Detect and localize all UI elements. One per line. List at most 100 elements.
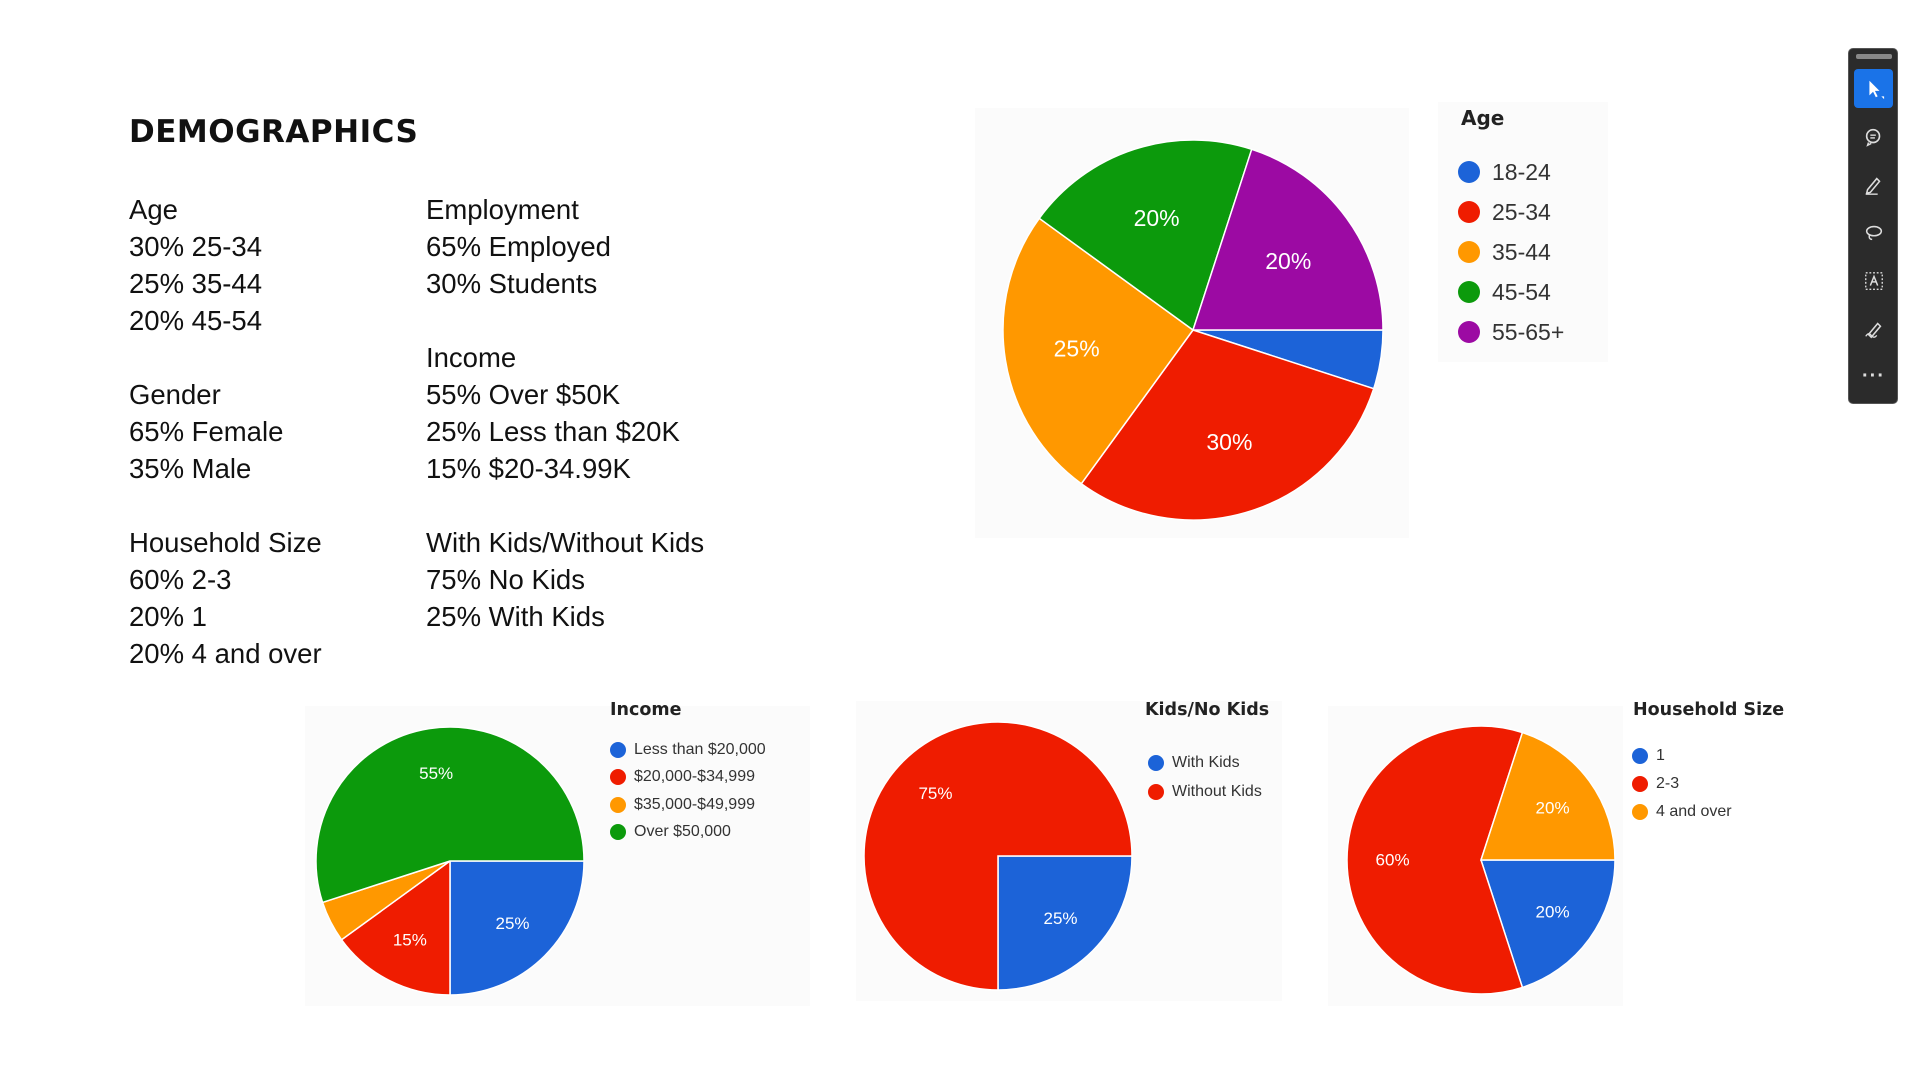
kids-slice-0 [997, 855, 1133, 991]
legend-color-dot [1458, 161, 1480, 183]
group-spacer [426, 302, 704, 339]
stat-line: 20% 4 and over [129, 638, 322, 669]
age-legend-item: 55-65+ [1458, 312, 1564, 352]
highlight-pen-icon[interactable] [1854, 165, 1893, 204]
age-slice-label-3: 20% [1134, 205, 1180, 231]
income-legend-title: Income [610, 700, 682, 720]
household-slice-1 [1346, 725, 1524, 995]
comment-icon[interactable] [1854, 117, 1893, 156]
kids-slice-label-1: 75% [918, 784, 952, 803]
stat-line: 65% Employed [426, 231, 611, 262]
age-slice-4 [1191, 148, 1384, 331]
age-legend-item: 18-24 [1458, 152, 1564, 192]
sign-icon[interactable] [1854, 309, 1893, 348]
stat-line: 20% 45-54 [129, 305, 263, 336]
annotation-toolbar: ··· [1848, 48, 1898, 404]
kids-legend-title: Kids/No Kids [1145, 700, 1270, 720]
kids-slice-label-0: 25% [1044, 909, 1078, 928]
income-legend-item: $35,000-$49,999 [610, 791, 766, 819]
stat-line: 60% 2-3 [129, 564, 232, 595]
select-pointer-icon[interactable] [1854, 69, 1893, 108]
section-heading: Age [129, 194, 178, 225]
kids-legend-item: With Kids [1148, 749, 1262, 778]
age-slice-1 [1080, 329, 1375, 521]
stat-line: 25% Less than $20K [426, 416, 680, 447]
legend-label: 1 [1656, 747, 1665, 764]
household-slice-0 [1479, 859, 1616, 989]
legend-label: $20,000-$34,999 [634, 768, 755, 786]
stat-line: 30% Students [426, 268, 598, 299]
kids-legend: With Kids Without Kids [1148, 749, 1262, 806]
income-legend-item: $20,000-$34,999 [610, 764, 766, 792]
legend-color-dot [1458, 321, 1480, 343]
kids-pie-chart: 25% 75% [863, 721, 1133, 991]
legend-color-dot [1632, 804, 1648, 820]
legend-color-dot [1632, 748, 1648, 764]
text-select-icon[interactable] [1854, 261, 1893, 300]
stat-line: 20% 1 [129, 601, 207, 632]
legend-color-dot [1458, 201, 1480, 223]
legend-color-dot [1458, 281, 1480, 303]
legend-label: 25-34 [1492, 198, 1551, 225]
age-legend-background [1438, 102, 1608, 362]
age-slice-2 [1002, 217, 1195, 485]
legend-label: 55-65+ [1492, 318, 1565, 345]
age-legend-title: Age [1461, 106, 1505, 130]
kids-legend-item: Without Kids [1148, 778, 1262, 807]
page-title: DEMOGRAPHICS [129, 114, 419, 150]
income-legend-item: Over $50,000 [610, 819, 766, 847]
stat-line: 55% Over $50K [426, 379, 621, 410]
section-heading: Income [426, 342, 517, 373]
group-spacer [129, 487, 322, 524]
income-slice-3 [315, 726, 585, 904]
section-heading: Household Size [129, 527, 322, 558]
lasso-icon[interactable] [1854, 213, 1893, 252]
age-legend-item: 35-44 [1458, 232, 1564, 272]
household-legend-item: 1 [1632, 742, 1732, 770]
income-slice-label-1: 15% [393, 930, 427, 949]
household-slice-2 [1479, 731, 1616, 861]
age-slice-label-1: 30% [1206, 429, 1252, 455]
age-slice-3 [1038, 139, 1253, 332]
legend-label: Less than $20,000 [634, 740, 766, 758]
legend-label: Without Kids [1172, 782, 1262, 800]
age-legend-item: 45-54 [1458, 272, 1564, 312]
legend-color-dot [1632, 776, 1648, 792]
legend-label: 35-44 [1492, 238, 1551, 265]
stat-line: 25% With Kids [426, 601, 605, 632]
legend-label: $35,000-$49,999 [634, 795, 755, 813]
stat-line: 30% 25-34 [129, 231, 263, 262]
stat-line: 65% Female [129, 416, 284, 447]
legend-color-dot [610, 741, 626, 758]
legend-color-dot [1148, 783, 1164, 800]
legend-label: 18-24 [1492, 158, 1551, 185]
legend-color-dot [610, 796, 626, 813]
household-legend-title: Household Size [1633, 700, 1785, 720]
demographics-right-column: Employment 65% Employed 30% Students Income… [426, 191, 704, 635]
income-slice-0 [449, 860, 585, 996]
legend-label: 45-54 [1492, 278, 1551, 305]
household-legend: 1 2-3 4 and over [1632, 742, 1732, 826]
stat-line: 35% Male [129, 453, 252, 484]
toolbar-drag-handle[interactable] [1856, 54, 1892, 59]
group-spacer [426, 487, 704, 524]
legend-color-dot [1458, 241, 1480, 263]
more-icon[interactable]: ··· [1862, 365, 1885, 387]
stat-line: 15% $20-34.99K [426, 453, 631, 484]
income-legend-item: Less than $20,000 [610, 736, 766, 764]
age-pie-chart: 30% 25% 20% 20% [1002, 139, 1384, 521]
age-legend-item: 25-34 [1458, 192, 1564, 232]
legend-label: 4 and over [1656, 803, 1732, 820]
income-pie-chart: 25% 15% 55% [315, 726, 585, 996]
demographics-left-column: Age 30% 25-34 25% 35-44 20% 45-54 Gender 65% … [129, 191, 322, 672]
section-heading: Gender [129, 379, 221, 410]
legend-label: With Kids [1172, 754, 1240, 772]
household-slice-label-2: 20% [1536, 799, 1570, 818]
income-legend: Less than $20,000 $20,000-$34,999 $35,000-… [610, 736, 766, 846]
legend-label: Over $50,000 [634, 823, 731, 841]
group-spacer [129, 339, 322, 376]
income-slice-1 [340, 859, 451, 996]
household-legend-item: 2-3 [1632, 770, 1732, 798]
legend-label: 2-3 [1656, 775, 1680, 792]
income-slice-label-3: 55% [419, 764, 453, 783]
